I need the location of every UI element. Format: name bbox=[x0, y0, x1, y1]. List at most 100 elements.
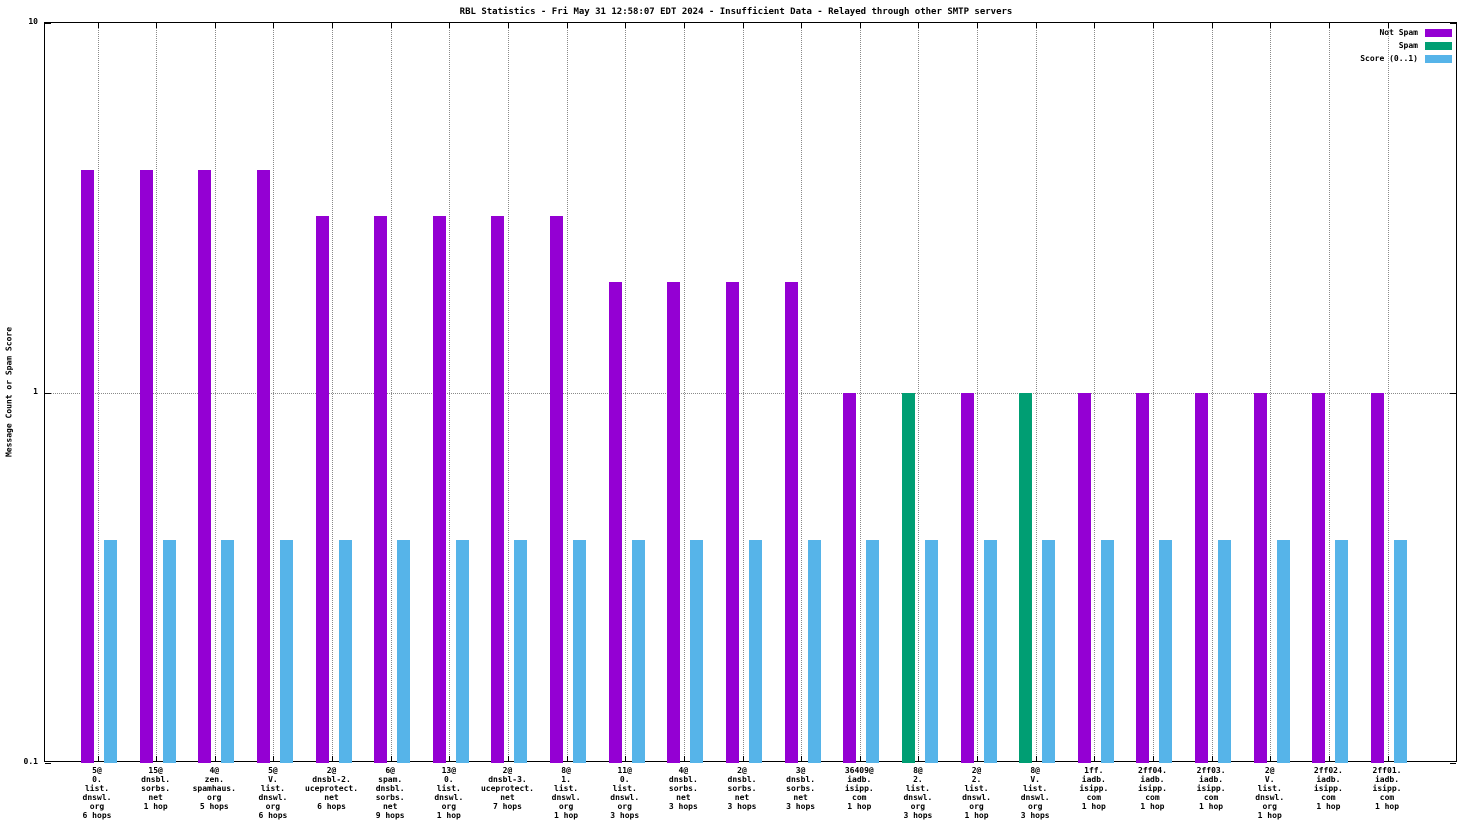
legend-item-spam: Spam bbox=[1399, 41, 1452, 50]
y-tick-left bbox=[45, 392, 51, 394]
category-label: 5@ V. list. dnswl. org 6 hops bbox=[258, 766, 288, 820]
x-tick-bottom bbox=[1211, 756, 1213, 761]
not-spam-bar bbox=[491, 216, 505, 763]
category-label: 2@ dnsbl-2. uceprotect. net 6 hops bbox=[305, 766, 359, 811]
plot-area: Not Spam Spam Score (0..1) bbox=[44, 22, 1457, 764]
score-bar bbox=[807, 540, 821, 763]
not-spam-bar bbox=[843, 393, 857, 763]
category-label: 2ff01. iadb. isipp. com 1 hop bbox=[1372, 766, 1402, 811]
category-label: 2ff02. iadb. isipp. com 1 hop bbox=[1313, 766, 1343, 811]
category-label: 2@ dnsbl. sorbs. net 3 hops bbox=[727, 766, 757, 811]
not-spam-bar bbox=[1312, 393, 1326, 763]
score-bar bbox=[749, 540, 762, 763]
category-label: 2ff04. iadb. isipp. com 1 hop bbox=[1138, 766, 1167, 811]
not-spam-bar bbox=[726, 281, 739, 763]
legend-item-score: Score (0..1) bbox=[1360, 54, 1452, 63]
score-bar bbox=[514, 540, 528, 763]
not-spam-bar bbox=[1195, 393, 1209, 763]
not-spam-bar bbox=[608, 281, 622, 763]
spam-bar bbox=[901, 393, 915, 763]
x-tick-top bbox=[1211, 23, 1213, 28]
score-bar bbox=[279, 540, 293, 763]
category-label: 1ff. iadb. isipp. com 1 hop bbox=[1079, 766, 1109, 811]
score-bar bbox=[631, 540, 645, 763]
x-tick-bottom bbox=[449, 756, 451, 761]
x-tick-top bbox=[97, 23, 99, 28]
x-tick-top bbox=[390, 23, 392, 28]
category-label: 2@ dnsbl-3. uceprotect. net 7 hops bbox=[480, 766, 534, 811]
category-gridline bbox=[1387, 23, 1389, 761]
x-tick-top bbox=[683, 23, 685, 28]
score-bar bbox=[1159, 540, 1173, 763]
category-gridline bbox=[1094, 23, 1096, 761]
y-tick-label: 0.1 bbox=[23, 757, 38, 766]
legend-label-spam: Spam bbox=[1398, 41, 1418, 50]
x-tick-top bbox=[1270, 23, 1272, 28]
category-gridline bbox=[97, 23, 99, 761]
category-label: 4@ dnsbl. sorbs. net 3 hops bbox=[668, 766, 698, 811]
category-gridline bbox=[625, 23, 627, 761]
score-bar bbox=[1335, 540, 1349, 763]
x-tick-top bbox=[1387, 23, 1389, 28]
legend-label-score: Score (0..1) bbox=[1360, 54, 1418, 63]
category-gridline bbox=[742, 23, 744, 761]
category-gridline bbox=[449, 23, 451, 761]
x-tick-bottom bbox=[859, 756, 861, 761]
x-tick-bottom bbox=[390, 756, 392, 761]
not-spam-bar bbox=[960, 393, 974, 763]
score-bar bbox=[690, 540, 704, 763]
x-tick-top bbox=[1035, 23, 1037, 28]
score-bar bbox=[1218, 540, 1232, 763]
not-spam-bar bbox=[139, 170, 153, 763]
category-gridline bbox=[273, 23, 275, 761]
x-tick-top bbox=[1328, 23, 1330, 28]
x-tick-top bbox=[977, 23, 979, 28]
not-spam-bar bbox=[550, 216, 564, 763]
not-spam-bar bbox=[81, 170, 94, 763]
not-spam-bar bbox=[1136, 393, 1150, 763]
category-label: 36409@ iadb. isipp. com 1 hop bbox=[844, 766, 874, 811]
score-bar bbox=[104, 540, 117, 763]
category-gridline bbox=[332, 23, 334, 761]
x-tick-top bbox=[918, 23, 920, 28]
x-tick-top bbox=[625, 23, 627, 28]
category-gridline bbox=[683, 23, 685, 761]
legend-label-not-spam: Not Spam bbox=[1379, 28, 1418, 37]
x-tick-top bbox=[1152, 23, 1154, 28]
not-spam-bar bbox=[784, 281, 798, 763]
legend-item-not-spam: Not Spam bbox=[1379, 28, 1452, 37]
x-tick-top bbox=[1094, 23, 1096, 28]
not-spam-swatch bbox=[1425, 28, 1452, 37]
category-gridline bbox=[1035, 23, 1037, 761]
y-tick-right bbox=[1450, 22, 1456, 24]
score-bar bbox=[866, 540, 880, 763]
score-bar bbox=[1276, 540, 1290, 763]
x-tick-top bbox=[566, 23, 568, 28]
category-gridline bbox=[801, 23, 803, 761]
not-spam-bar bbox=[198, 170, 212, 763]
category-gridline bbox=[1270, 23, 1272, 761]
not-spam-bar bbox=[432, 216, 446, 763]
category-gridline bbox=[918, 23, 920, 761]
x-tick-top bbox=[332, 23, 334, 28]
x-tick-top bbox=[156, 23, 158, 28]
category-label: 2ff03. iadb. isipp. com 1 hop bbox=[1196, 766, 1226, 811]
score-bar bbox=[1394, 540, 1407, 763]
x-tick-bottom bbox=[801, 756, 803, 761]
category-gridline bbox=[390, 23, 392, 761]
x-tick-bottom bbox=[332, 756, 334, 761]
category-gridline bbox=[214, 23, 216, 761]
x-tick-bottom bbox=[1035, 756, 1037, 761]
score-bar bbox=[221, 540, 235, 763]
score-swatch bbox=[1425, 54, 1452, 63]
not-spam-bar bbox=[1253, 393, 1267, 763]
x-tick-bottom bbox=[742, 756, 744, 761]
category-label: 6@ spam. dnsbl. sorbs. net 9 hops bbox=[375, 766, 405, 820]
x-tick-bottom bbox=[1328, 756, 1330, 761]
y-tick-label: 10 bbox=[28, 17, 38, 26]
x-tick-bottom bbox=[156, 756, 158, 761]
score-bar bbox=[1042, 540, 1056, 763]
x-tick-top bbox=[273, 23, 275, 28]
category-label: 11@ 0. list. dnswl. org 3 hops bbox=[610, 766, 640, 820]
